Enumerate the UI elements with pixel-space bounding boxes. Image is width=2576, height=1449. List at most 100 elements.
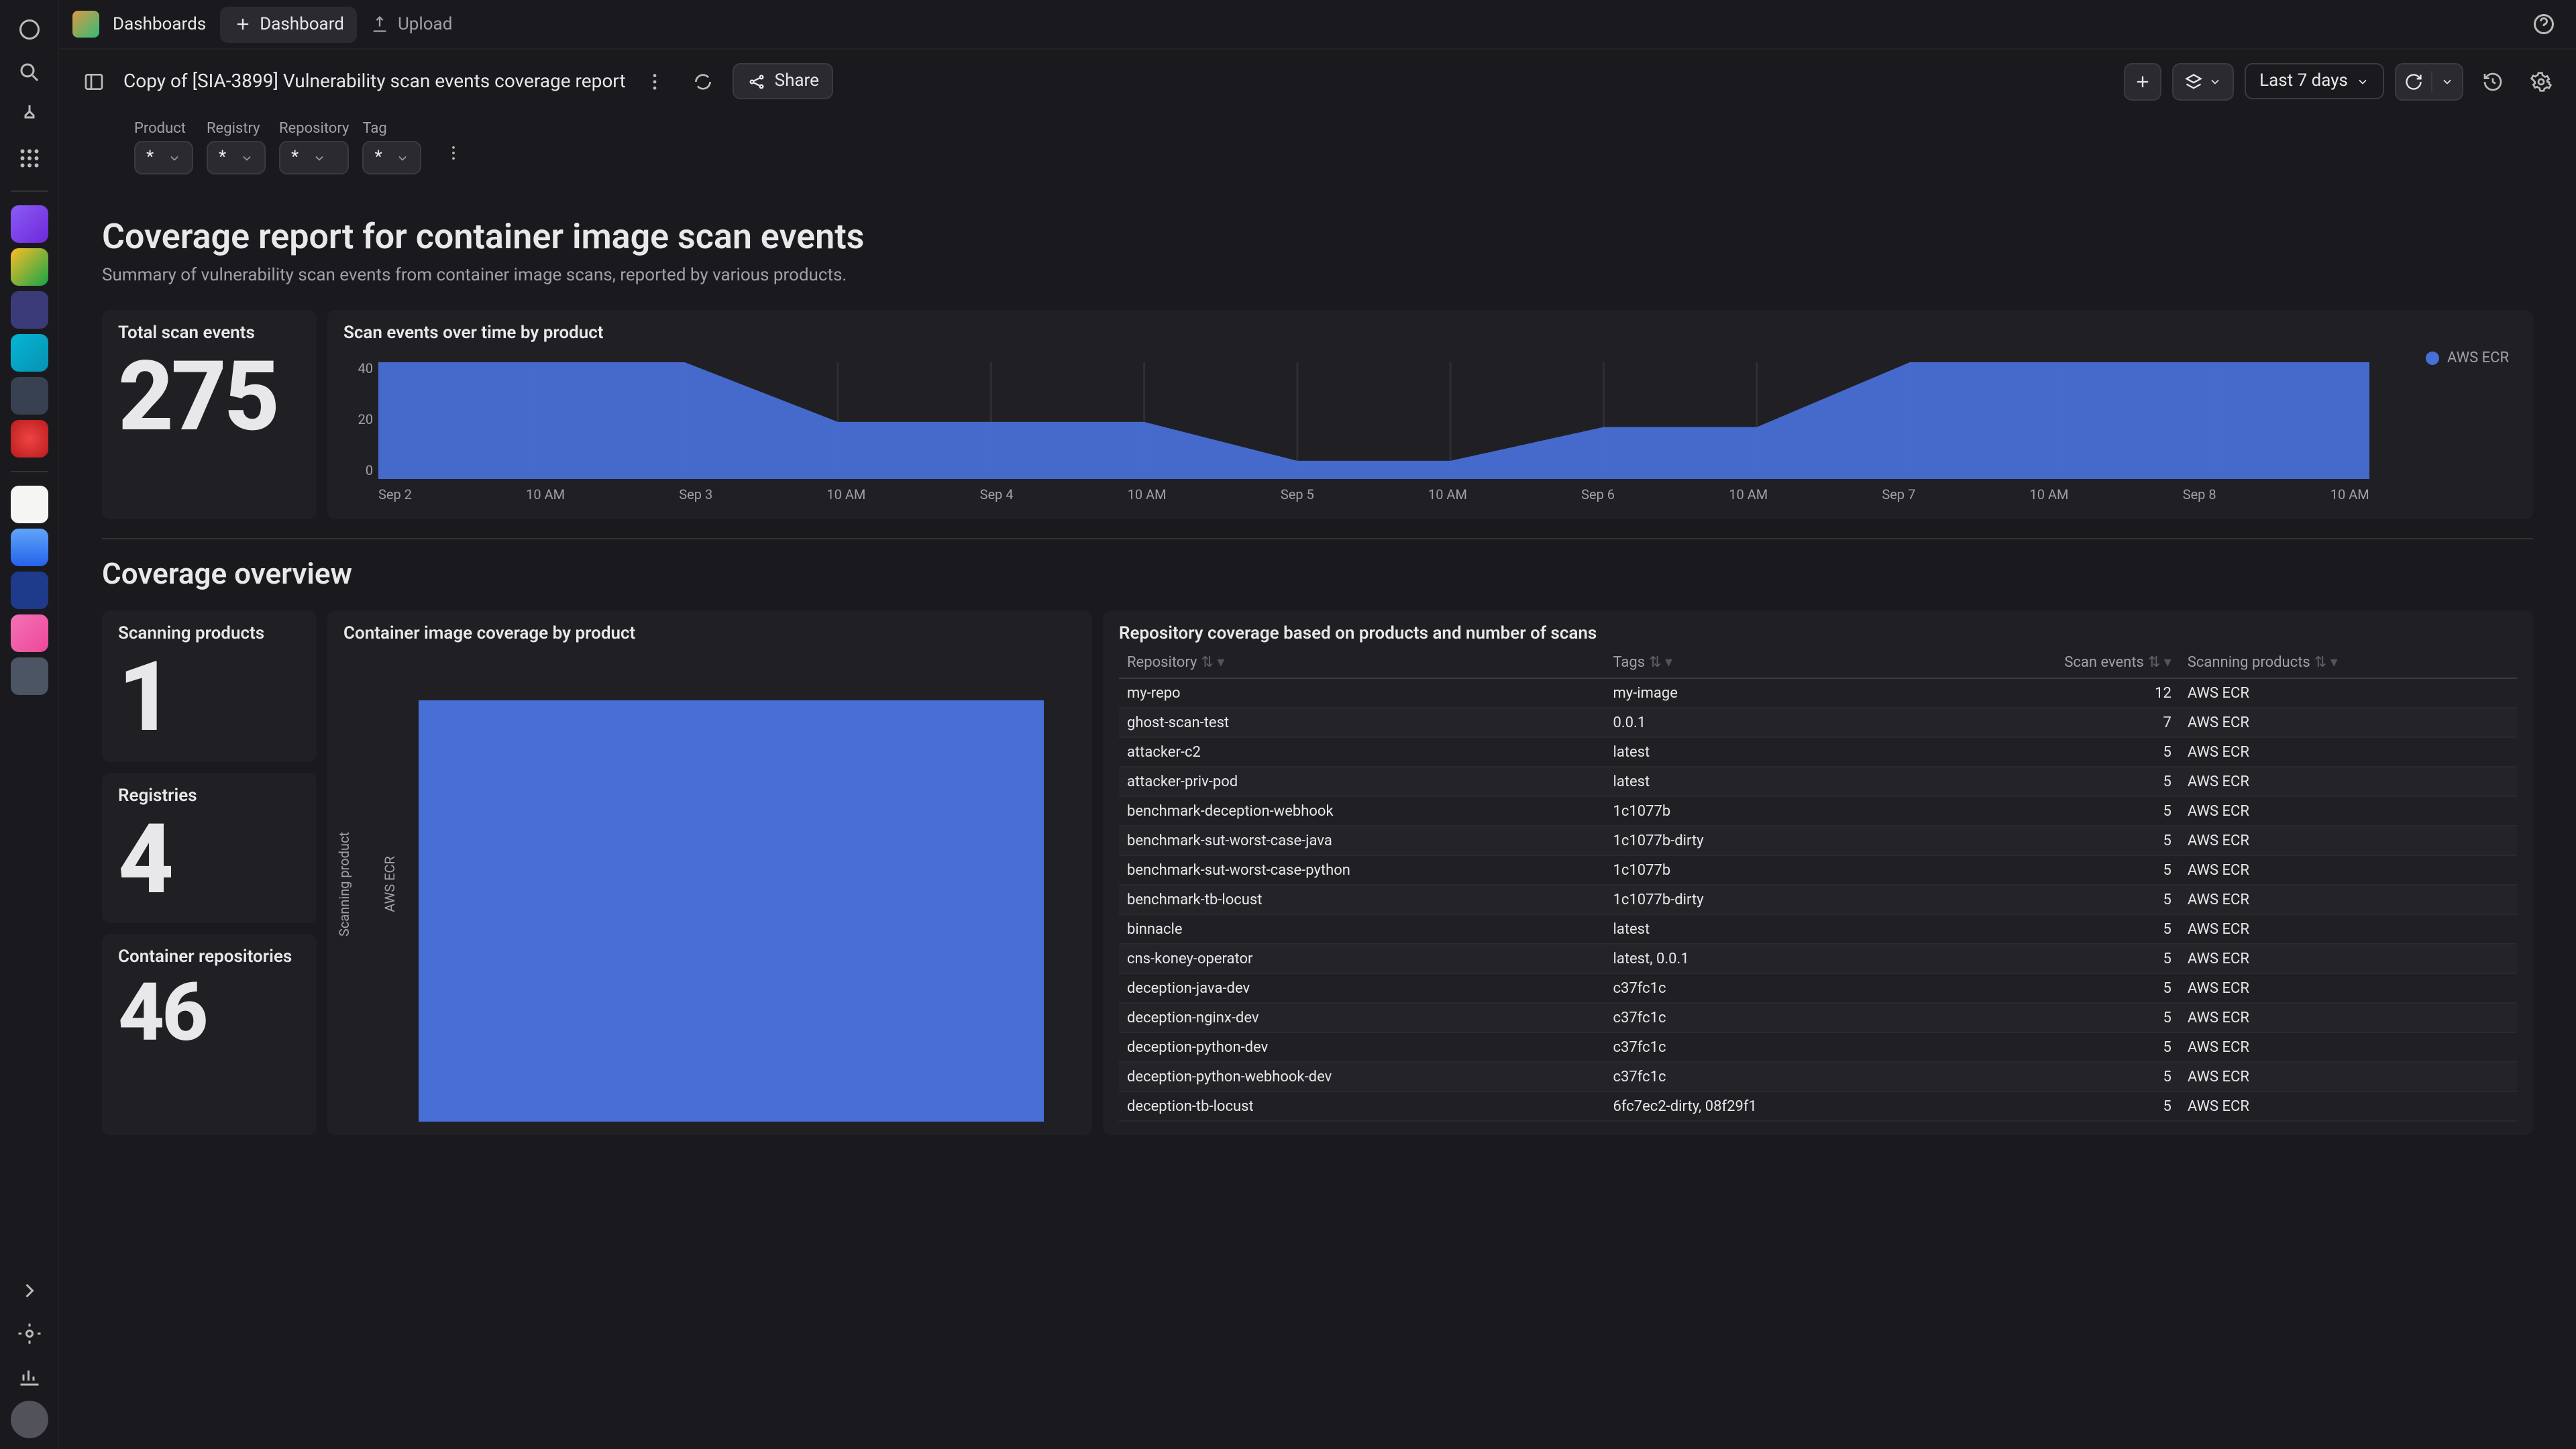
rail-settings-icon[interactable] [10,1315,48,1352]
filter-select[interactable]: * [279,141,349,174]
card-total-scan-events: Total scan events 275 [102,310,317,519]
filter-label: Tag [362,119,421,137]
rail-app-4[interactable] [10,334,48,372]
table-header[interactable]: Scan events⇅ ▾ [1929,647,2180,678]
table-row[interactable]: deception-nginx-devc37fc1c5AWS ECR [1119,1003,2517,1032]
rail-app-6[interactable] [10,420,48,458]
rail-home-icon[interactable] [10,11,48,48]
rail-search-icon[interactable] [10,54,48,91]
filter-label: Product [134,119,193,137]
rail-expand-icon[interactable] [10,1272,48,1309]
chevron-down-icon [2208,74,2222,88]
rail-app-1[interactable] [10,205,48,243]
share-button[interactable]: Share [733,63,834,99]
filter-registry: Registry * [207,119,266,174]
add-panel-button[interactable] [2124,62,2161,100]
chevron-down-icon [239,151,253,164]
card-container-repos: Container repositories 46 [102,934,317,1135]
rail-app-10[interactable] [10,614,48,652]
table-row[interactable]: ghost-scan-test0.0.17AWS ECR [1119,708,2517,737]
table-row[interactable]: my-repomy-image12AWS ECR [1119,678,2517,708]
bar-label: AWS ECR [384,856,398,912]
chevron-down-icon [2356,74,2369,88]
time-range-button[interactable]: Last 7 days [2245,63,2384,99]
upload-label: Upload [398,14,452,34]
refresh-button[interactable] [2395,62,2463,100]
y-axis-label: Scanning product [338,832,353,936]
share-icon [748,72,767,91]
rail-app-7[interactable] [10,486,48,523]
help-icon[interactable] [2525,5,2563,43]
chevron-down-icon [167,151,180,164]
dashboard-header: Copy of [SIA-3899] Vulnerability scan ev… [59,48,2576,113]
nav-rail [0,0,59,1449]
table-row[interactable]: binnaclelatest5AWS ECR [1119,914,2517,944]
plus-icon [233,15,252,34]
card-scan-events-chart: Scan events over time by product AWS ECR… [327,310,2533,519]
page-subtitle: Summary of vulnerability scan events fro… [102,266,2533,286]
table-row[interactable]: benchmark-sut-worst-case-java1c1077b-dir… [1119,826,2517,855]
new-dashboard-button[interactable]: Dashboard [219,6,358,42]
table-row[interactable]: deception-python-webhook-devc37fc1c5AWS … [1119,1062,2517,1091]
table-row[interactable]: cns-koney-operatorlatest, 0.0.15AWS ECR [1119,944,2517,973]
rail-app-9[interactable] [10,572,48,609]
filter-product: Product * [134,119,193,174]
filter-tag: Tag * [362,119,421,174]
table-header[interactable]: Scanning products⇅ ▾ [2180,647,2517,678]
card-value: 1 [118,647,301,748]
filter-select[interactable]: * [134,141,193,174]
toggle-sidebar-icon[interactable] [75,62,113,100]
rail-pin-icon[interactable] [10,97,48,134]
more-actions-icon[interactable] [637,62,674,100]
settings-icon[interactable] [2522,62,2560,100]
filter-repository: Repository * [279,119,349,174]
table-row[interactable]: benchmark-tb-locust1c1077b-dirty5AWS ECR [1119,885,2517,914]
card-coverage-by-product: Container image coverage by product Scan… [327,610,1092,1135]
dashboard-content: Coverage report for container image scan… [59,185,2576,1449]
card-registries: Registries 4 [102,772,317,923]
table-row[interactable]: deception-python-devc37fc1c5AWS ECR [1119,1032,2517,1062]
filter-select[interactable]: * [362,141,421,174]
time-range-label: Last 7 days [2259,71,2348,91]
card-title: Scan events over time by product [343,323,2517,343]
filter-label: Repository [279,119,349,137]
rail-metrics-icon[interactable] [10,1358,48,1395]
chevron-down-icon [312,151,325,164]
filter-more-icon[interactable] [435,134,472,172]
table-row[interactable]: benchmark-sut-worst-case-python1c1077b5A… [1119,855,2517,885]
card-value: 46 [118,970,301,1055]
topbar: Dashboards Dashboard Upload [59,0,2576,48]
page-title: Coverage report for container image scan… [102,217,2533,258]
table-row[interactable]: attacker-priv-podlatest5AWS ECR [1119,767,2517,796]
card-scanning-products: Scanning products 1 [102,610,317,761]
section-title: Coverage overview [102,558,2533,592]
rail-app-5[interactable] [10,377,48,415]
dashboard-title: Copy of [SIA-3899] Vulnerability scan ev… [123,70,626,92]
rail-app-11[interactable] [10,657,48,695]
share-label: Share [775,71,819,91]
table-row[interactable]: deception-tb-locust6fc7ec2-dirty, 08f29f… [1119,1091,2517,1121]
rail-app-8[interactable] [10,529,48,566]
repository-table: Repository⇅ ▾Tags⇅ ▾Scan events⇅ ▾Scanni… [1119,647,2517,1122]
upload-button[interactable]: Upload [371,14,452,34]
table-row[interactable]: deception-java-devc37fc1c5AWS ECR [1119,973,2517,1003]
breadcrumb[interactable]: Dashboards [113,14,206,34]
card-title: Repository coverage based on products an… [1119,624,2517,644]
layout-button[interactable] [2172,62,2234,100]
table-row[interactable]: benchmark-deception-webhook1c1077b5AWS E… [1119,796,2517,826]
rail-app-3[interactable] [10,291,48,329]
rail-avatar[interactable] [10,1401,48,1438]
rail-apps-icon[interactable] [10,140,48,177]
filter-select[interactable]: * [207,141,266,174]
table-row[interactable]: attacker-c2latest5AWS ECR [1119,737,2517,767]
card-value: 275 [118,346,301,447]
card-repo-table: Repository coverage based on products an… [1103,610,2533,1135]
sync-icon[interactable] [685,62,722,100]
table-header[interactable]: Tags⇅ ▾ [1605,647,1930,678]
chevron-down-icon [396,151,409,164]
history-icon[interactable] [2474,62,2512,100]
rail-app-2[interactable] [10,248,48,286]
new-dashboard-label: Dashboard [260,14,344,34]
table-header[interactable]: Repository⇅ ▾ [1119,647,1605,678]
area-chart [378,362,2369,479]
